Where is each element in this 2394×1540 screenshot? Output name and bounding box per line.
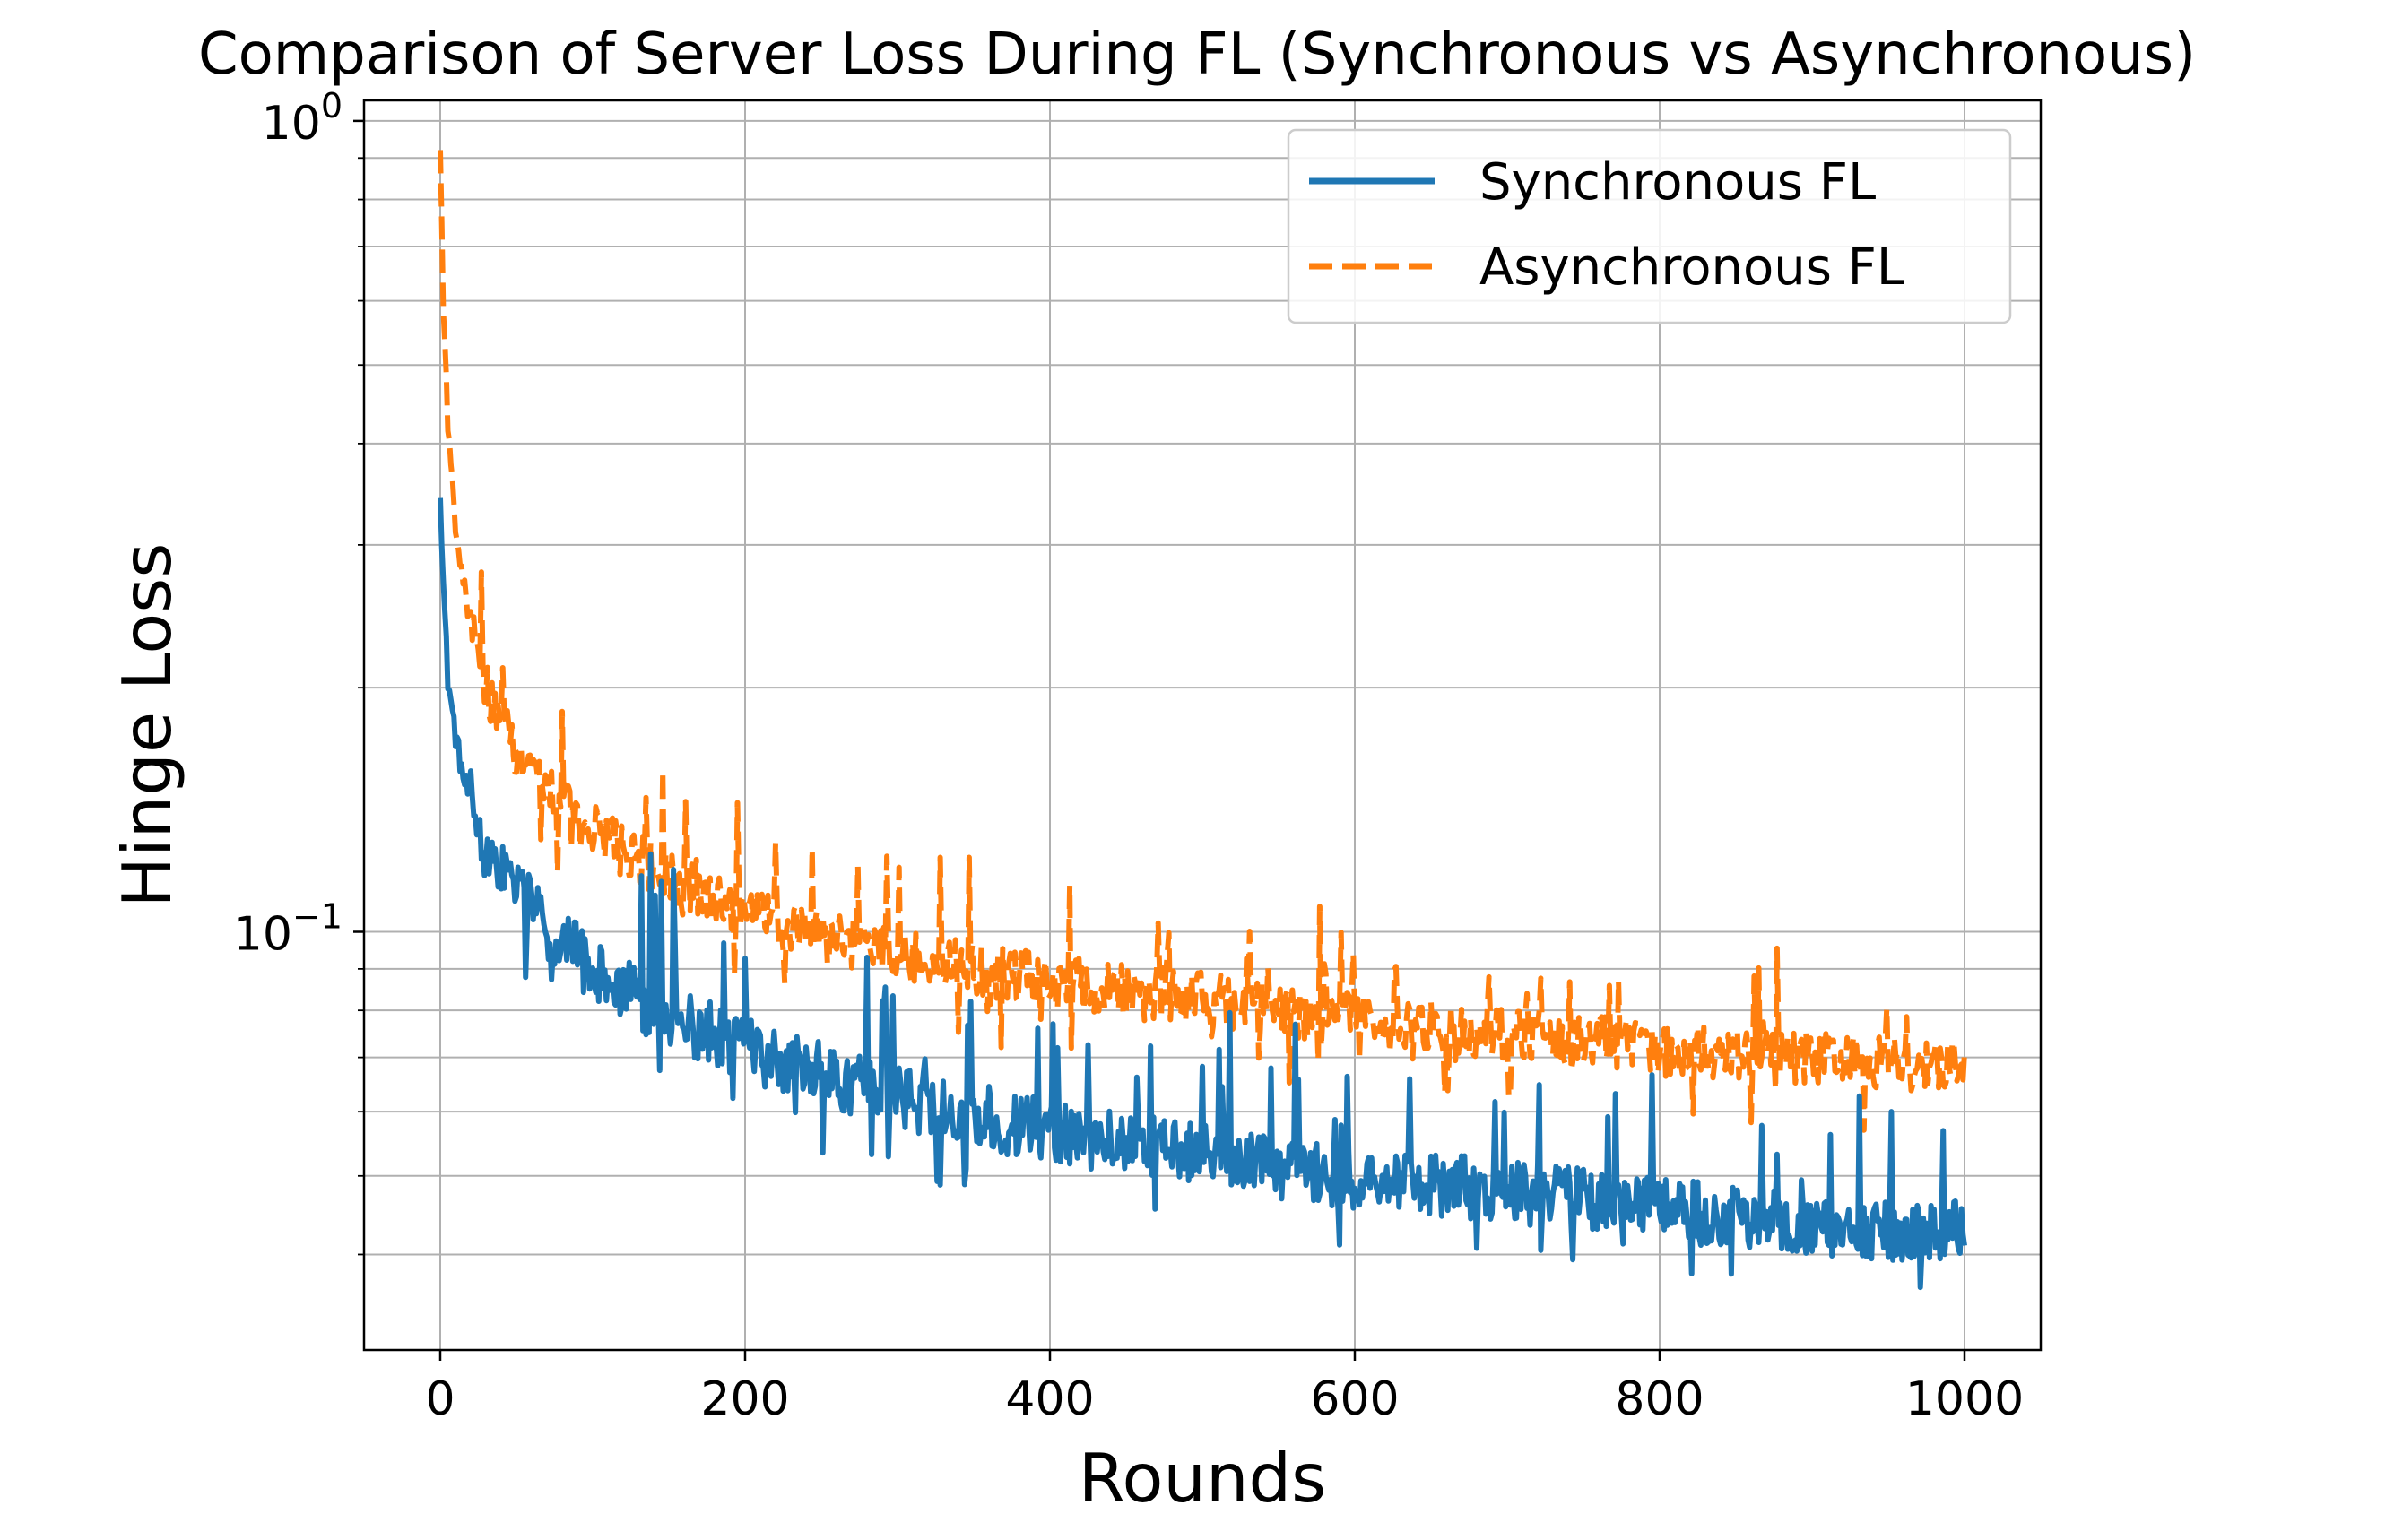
y-axis: 100 10−1 (233, 86, 364, 1256)
chart-title: Comparison of Server Loss During FL (Syn… (198, 22, 2196, 88)
legend-label-asynchronous: Asynchronous FL (1479, 238, 1904, 297)
legend: Synchronous FL Asynchronous FL (1287, 128, 2012, 324)
x-tick-label: 0 (425, 1372, 455, 1426)
plot-frame (362, 99, 2043, 1352)
series-line-asynchronous (438, 150, 1967, 1133)
series-layer (438, 150, 1967, 1291)
x-tick-label: 600 (1310, 1372, 1399, 1426)
legend-box (1287, 128, 2012, 324)
y-axis-label: Hinge Loss (108, 543, 186, 908)
x-tick-label: 800 (1615, 1372, 1704, 1426)
x-tick-label: 1000 (1905, 1372, 2024, 1426)
x-axis-label: Rounds (1079, 1439, 1326, 1518)
x-tick-label: 200 (700, 1372, 789, 1426)
y-tick-label: 10−1 (233, 896, 343, 961)
x-tick-label: 400 (1005, 1372, 1094, 1426)
series-line-synchronous (438, 497, 1967, 1291)
legend-label-synchronous: Synchronous FL (1479, 153, 1876, 212)
y-tick-label: 100 (262, 86, 343, 151)
x-axis: 0 200 400 600 800 1000 (425, 1350, 2024, 1426)
